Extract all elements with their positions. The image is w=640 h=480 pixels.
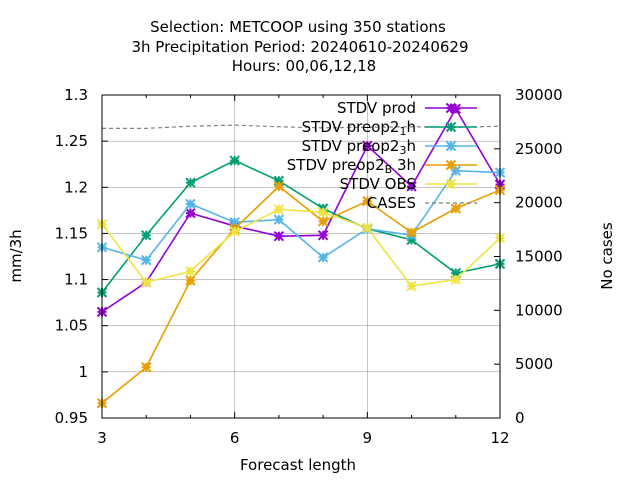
legend-marker — [445, 140, 457, 152]
data-point-stdv-prod — [185, 207, 196, 219]
legend-item-stdv-preop2-3h: STDV preop23h — [302, 137, 477, 157]
data-point-stdv-obs — [273, 204, 285, 215]
y-tick-label: 0.95 — [55, 409, 88, 427]
data-point-stdv-obs — [406, 280, 417, 292]
data-point-stdv-preop2-b-3h — [317, 216, 329, 227]
y-axis-label: mm/3h — [7, 229, 25, 282]
data-point-stdv-prod — [317, 230, 329, 241]
data-point-stdv-preop2-1h — [141, 230, 152, 241]
data-point-stdv-obs — [229, 226, 240, 237]
data-point-stdv-prod — [273, 230, 285, 242]
data-point-stdv-preop2-3h — [141, 254, 152, 266]
y2-tick-label: 10000 — [515, 301, 563, 319]
data-point-stdv-preop2-3h — [273, 214, 285, 225]
data-point-stdv-preop2-b-3h — [185, 275, 196, 286]
legend-label: STDV preop2B 3h — [287, 156, 416, 176]
y2-tick-label: 25000 — [515, 140, 563, 158]
data-point-stdv-prod — [406, 181, 417, 192]
y2-tick-label: 20000 — [515, 194, 563, 212]
data-point-stdv-prod — [362, 140, 373, 151]
legend-marker — [445, 102, 457, 114]
ticks: 3 6 9 12 0.95 1 1.05 1.1 1.15 1.2 1.25 1.3 0 5000 1000… — [55, 86, 563, 447]
data-point-stdv-preop2-1h — [185, 177, 196, 188]
y2-tick-label: 5000 — [515, 355, 553, 373]
y2-tick-label: 15000 — [515, 248, 563, 266]
legend-label: STDV prod — [337, 99, 416, 117]
data-point-stdv-preop2-b-3h — [450, 203, 461, 214]
y-tick-label: 1.15 — [55, 224, 88, 242]
legend-marker — [445, 159, 457, 171]
data-point-stdv-obs — [141, 277, 152, 288]
y2-tick-label: 0 — [515, 409, 525, 427]
y2-axis-label: No cases — [598, 222, 616, 290]
legend-label: CASES — [367, 194, 416, 212]
data-point-stdv-preop2-3h — [317, 252, 329, 263]
legend-label: STDV OBS — [340, 175, 416, 193]
data-point-stdv-obs — [185, 266, 196, 277]
data-point-stdv-preop2-b-3h — [273, 181, 285, 192]
data-point-stdv-preop2-1h — [229, 155, 240, 166]
data-point-stdv-preop2-b-3h — [141, 362, 152, 373]
series-line-stdv-preop2-b-3h — [101, 185, 501, 404]
series-line-stdv-prod — [101, 107, 501, 313]
y-tick-label: 1.1 — [64, 271, 88, 289]
data-point-stdv-obs — [362, 222, 373, 234]
chart-title-line-2: 3h Precipitation Period: 20240610-202406… — [131, 38, 468, 56]
data-point-stdv-preop2-b-3h — [406, 227, 417, 238]
y-tick-label: 1.05 — [55, 317, 88, 335]
legend-marker — [445, 121, 457, 133]
y-tick-label: 1.25 — [55, 132, 88, 150]
x-tick-label: 12 — [490, 429, 509, 447]
chart-title: Selection: METCOOP using 350 stations 3h… — [131, 18, 468, 75]
legend-item-stdv-obs: STDV OBS — [340, 175, 477, 193]
y-tick-label: 1 — [78, 363, 88, 381]
data-point-stdv-preop2-3h — [185, 198, 196, 210]
y-tick-label: 1.2 — [64, 178, 88, 196]
x-tick-label: 9 — [363, 429, 373, 447]
data-point-stdv-preop2-b-3h — [362, 195, 373, 207]
legend-label: STDV preop23h — [302, 137, 416, 157]
chart-title-line-3: Hours: 00,06,12,18 — [232, 57, 376, 75]
legend-item-cases: CASES — [367, 194, 477, 212]
legend-item-stdv-preop2-b-3h: STDV preop2B 3h — [287, 156, 477, 176]
y2-tick-label: 30000 — [515, 86, 563, 104]
legend-label: STDV preop21h — [302, 118, 416, 138]
legend-item-stdv-prod: STDV prod — [337, 99, 477, 117]
legend-marker — [445, 178, 457, 190]
x-tick-label: 3 — [97, 429, 107, 447]
x-axis-label: Forecast length — [240, 456, 356, 474]
chart-title-line-1: Selection: METCOOP using 350 stations — [150, 18, 446, 36]
data-point-stdv-obs — [317, 206, 329, 218]
data-point-stdv-obs — [450, 274, 461, 285]
data-point-stdv-preop2-3h — [450, 165, 461, 176]
series-line-stdv-obs — [101, 208, 501, 287]
legend-item-stdv-preop2-1h: STDV preop21h — [302, 118, 477, 138]
series-line-stdv-preop2-1h — [101, 159, 501, 293]
x-tick-label: 6 — [230, 429, 240, 447]
y-tick-label: 1.3 — [64, 86, 88, 104]
